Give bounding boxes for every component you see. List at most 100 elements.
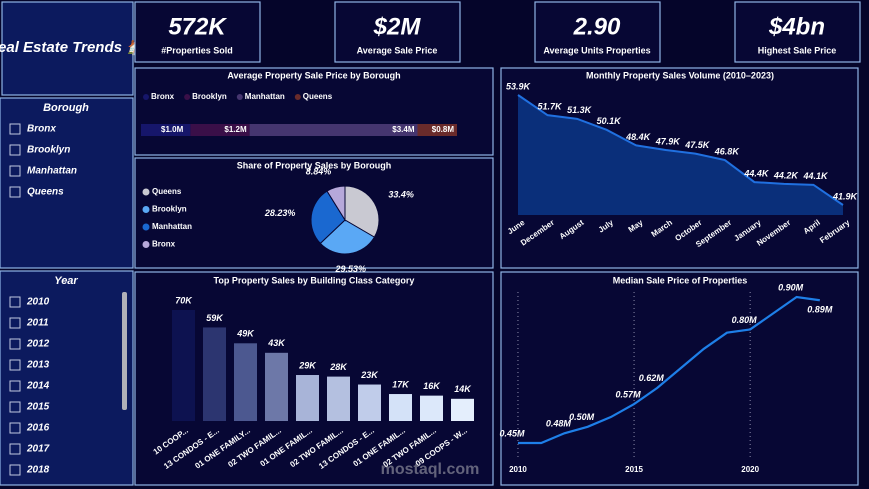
value-label: 0.89M	[807, 305, 833, 315]
kpi-value: $4bn	[768, 13, 825, 40]
slicer-item[interactable]: Queens	[27, 187, 64, 198]
kpi-value: 572K	[168, 13, 227, 40]
kpi-label: Average Sale Price	[357, 45, 438, 55]
bar-segment	[249, 124, 418, 136]
legend-label: Manhattan	[152, 222, 192, 231]
value-label: 50.1K	[597, 116, 623, 126]
x-tick-label: 2010	[509, 465, 527, 474]
pie-slice	[319, 219, 376, 255]
checkbox[interactable]	[9, 296, 21, 308]
checkbox[interactable]	[9, 186, 21, 198]
value-label: $0.8M	[432, 125, 455, 134]
bar	[172, 310, 195, 421]
bar	[451, 398, 474, 421]
bar-segment	[190, 124, 250, 136]
slicer-item[interactable]: Manhattan	[27, 166, 77, 177]
kpi-label: Average Units Properties	[543, 45, 650, 55]
slicer-title: Year	[54, 275, 78, 287]
scrollbar[interactable]	[122, 292, 127, 410]
checkbox[interactable]	[9, 380, 21, 392]
value-label: 70K	[175, 295, 193, 305]
value-label: 46.8K	[714, 146, 741, 156]
checkbox[interactable]	[9, 165, 21, 177]
slicer-item[interactable]: 2017	[26, 444, 50, 455]
kpi-card	[334, 1, 461, 63]
legend-label: Bronx	[152, 240, 176, 249]
checkbox[interactable]	[9, 464, 21, 476]
checkbox[interactable]	[9, 144, 21, 156]
dashboard-title: Real Estate Trends 🏠	[0, 38, 148, 56]
value-label: 17K	[392, 379, 410, 389]
slicer-item[interactable]: 2014	[26, 381, 50, 392]
value-label: 28K	[329, 362, 348, 372]
kpi-label: Highest Sale Price	[758, 45, 837, 55]
value-label: 29.53%	[334, 264, 366, 274]
bar	[234, 343, 257, 421]
bar	[420, 395, 443, 421]
value-label: $3.4M	[392, 125, 415, 134]
value-label: 28.23%	[264, 208, 296, 218]
bar	[327, 376, 350, 421]
slicer-item[interactable]: 2016	[26, 423, 50, 434]
value-label: 44.4K	[743, 168, 770, 178]
legend-marker	[184, 94, 191, 100]
checkbox[interactable]	[9, 359, 21, 371]
checkbox[interactable]	[9, 338, 21, 350]
watermark: mostaql.com	[381, 461, 480, 478]
checkbox[interactable]	[9, 123, 21, 135]
line	[517, 295, 820, 445]
legend-label: Brooklyn	[192, 92, 227, 101]
value-label: 0.80M	[732, 315, 758, 325]
slicer-item[interactable]: 2015	[26, 402, 50, 413]
value-label: 23K	[360, 370, 379, 380]
value-label: 47.9K	[655, 136, 682, 146]
legend-marker	[143, 94, 149, 100]
slicer-item[interactable]: 2012	[26, 339, 50, 350]
pie-slice	[310, 190, 346, 245]
legend-marker	[142, 223, 150, 231]
value-label: 8.84%	[306, 166, 332, 176]
chart-title: Monthly Property Sales Volume (2010–2023…	[586, 70, 774, 80]
checkbox[interactable]	[9, 443, 21, 455]
slicer-item[interactable]: Bronx	[27, 124, 56, 135]
legend-label: Brooklyn	[152, 205, 187, 214]
legend-marker	[142, 206, 150, 213]
value-label: 16K	[423, 381, 441, 391]
chart-title: Share of Property Sales by Borough	[237, 160, 392, 170]
legend-marker	[142, 188, 150, 196]
checkbox[interactable]	[9, 422, 21, 434]
value-label: 44.1K	[802, 171, 829, 181]
legend-label: Queens	[152, 187, 182, 196]
checkbox[interactable]	[9, 317, 21, 329]
kpi-label: #Properties Sold	[161, 45, 233, 55]
title-panel	[1, 1, 134, 96]
value-label: 51.7K	[538, 102, 564, 112]
checkbox[interactable]	[9, 401, 21, 413]
value-label: 59K	[206, 313, 224, 323]
kpi-card	[134, 1, 261, 63]
slicer-title: Borough	[43, 102, 89, 114]
legend-label: Bronx	[151, 92, 175, 101]
slicer-item[interactable]: Brooklyn	[27, 145, 70, 156]
kpi-card	[734, 1, 861, 63]
value-label: 0.48M	[546, 419, 572, 429]
borough-slicer	[0, 97, 134, 269]
kpi-value: 2.90	[573, 13, 621, 40]
slicer-item[interactable]: 2010	[26, 297, 50, 308]
value-label: 43K	[267, 338, 286, 348]
area-fill	[518, 95, 843, 215]
chart-title: Top Property Sales by Building Class Cat…	[214, 275, 415, 285]
kpi-card	[534, 1, 661, 63]
value-label: 0.50M	[569, 412, 595, 422]
slicer-item[interactable]: 2013	[26, 360, 50, 371]
legend-marker	[142, 241, 150, 248]
value-label: 0.45M	[499, 428, 525, 438]
value-label: 53.9K	[506, 81, 532, 91]
x-tick-label: 2020	[741, 465, 759, 474]
value-label: 0.90M	[778, 282, 804, 292]
slicer-item[interactable]: 2018	[26, 465, 50, 476]
x-tick-label: 2015	[625, 465, 643, 474]
slicer-item[interactable]: 2011	[26, 318, 49, 329]
value-label: 44.2K	[773, 170, 800, 180]
